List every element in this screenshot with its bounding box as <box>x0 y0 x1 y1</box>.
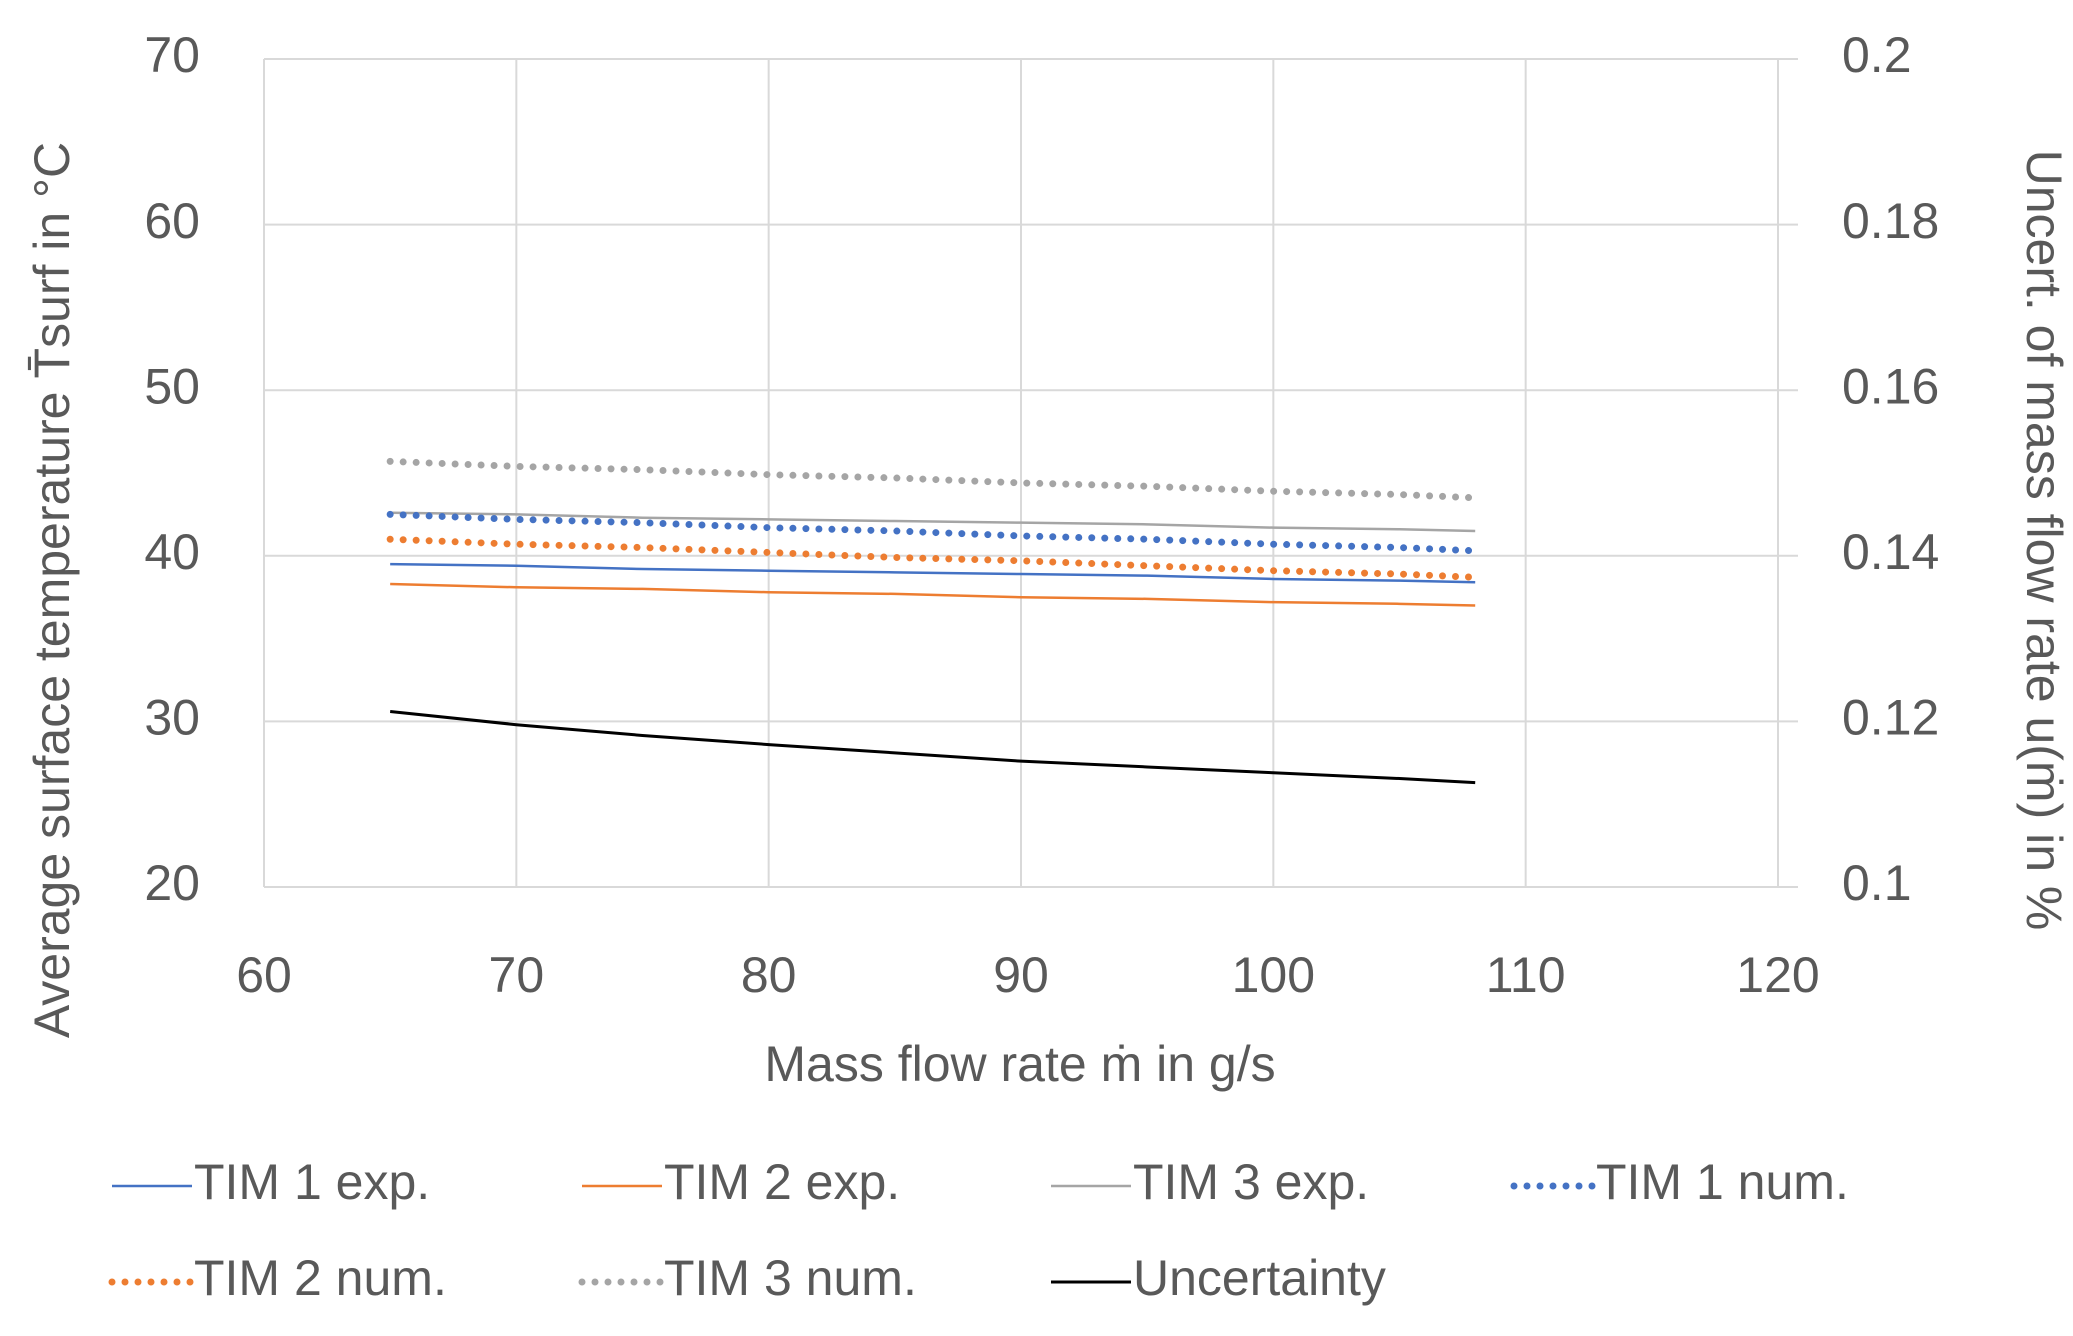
series-line <box>390 562 1476 584</box>
legend-label: TIM 1 num. <box>1596 1154 1849 1210</box>
x-tick-label: 100 <box>1232 947 1315 1003</box>
y-axis-title: Average surface temperature T̄surf in °C <box>24 142 80 1038</box>
series-line <box>386 510 1479 555</box>
y2-axis-title: Uncert. of mass flow rate u(ṁ) in % <box>2016 150 2072 931</box>
x-tick-label: 120 <box>1736 947 1819 1003</box>
x-axis-title: Mass flow rate ṁ in g/s <box>764 1036 1275 1092</box>
x-tick-label: 80 <box>741 947 797 1003</box>
legend-label: TIM 3 exp. <box>1133 1154 1369 1210</box>
series-line <box>390 511 1476 533</box>
x-tick-label: 70 <box>489 947 545 1003</box>
series-line <box>390 709 1476 785</box>
legend-label: TIM 3 num. <box>664 1250 917 1306</box>
legend-label: TIM 2 exp. <box>664 1154 900 1210</box>
x-tick-label: 110 <box>1486 947 1566 1003</box>
series-line <box>386 457 1479 502</box>
y2-tick-label: 0.16 <box>1842 358 1939 414</box>
legend-label: Uncertainty <box>1133 1250 1386 1306</box>
series-line <box>390 582 1476 607</box>
x-tick-label: 60 <box>236 947 292 1003</box>
y2-tick-label: 0.18 <box>1842 193 1939 249</box>
y-tick-label: 70 <box>144 27 200 83</box>
y2-tick-label: 0.2 <box>1842 27 1912 83</box>
y-tick-label: 40 <box>144 524 200 580</box>
y2-tick-label: 0.12 <box>1842 690 1939 746</box>
series-line <box>386 535 1479 581</box>
y-tick-label: 20 <box>144 855 200 911</box>
y-tick-label: 50 <box>144 358 200 414</box>
y-tick-label: 60 <box>144 193 200 249</box>
y-tick-label: 30 <box>144 690 200 746</box>
legend-label: TIM 1 exp. <box>194 1154 430 1210</box>
legend-label: TIM 2 num. <box>194 1250 447 1306</box>
y2-tick-label: 0.14 <box>1842 524 1939 580</box>
x-tick-label: 90 <box>993 947 1049 1003</box>
y2-tick-label: 0.1 <box>1842 855 1912 911</box>
